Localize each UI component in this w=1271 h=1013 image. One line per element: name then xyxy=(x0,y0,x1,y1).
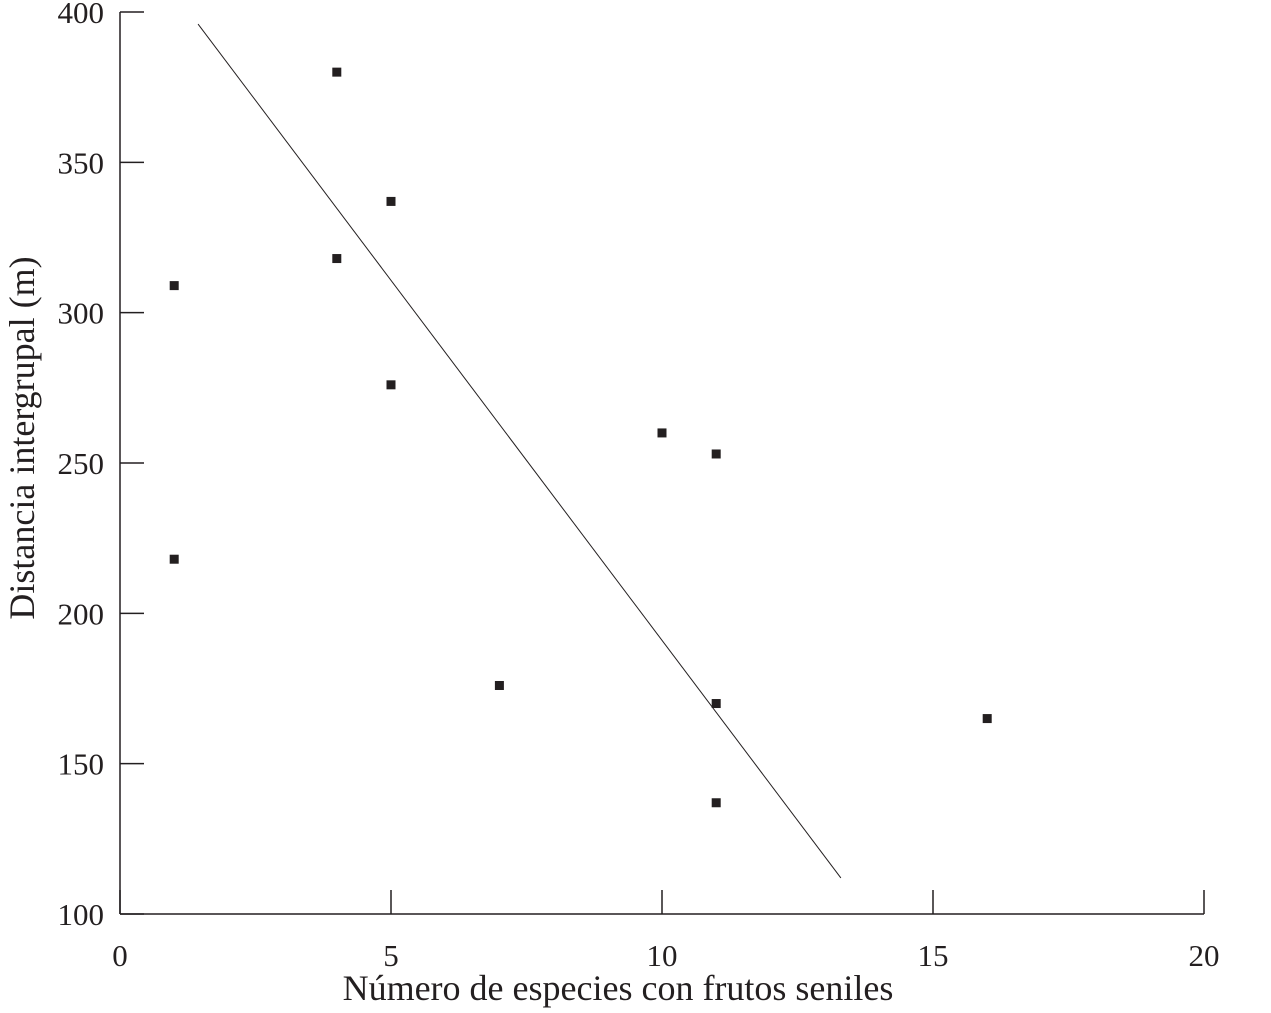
y-tick-label: 400 xyxy=(58,0,105,30)
point xyxy=(169,281,179,291)
point xyxy=(332,67,342,77)
x-tick-label: 10 xyxy=(647,938,678,973)
x-tick-label: 15 xyxy=(918,938,949,973)
point xyxy=(332,254,342,264)
y-tick-label: 350 xyxy=(58,145,105,180)
x-tick-label: 5 xyxy=(383,938,399,973)
x-tick-label: 0 xyxy=(112,938,128,973)
point xyxy=(657,428,667,438)
y-axis-label: Distancia intergrupal (m) xyxy=(2,256,42,619)
point xyxy=(711,798,721,808)
trend-line xyxy=(197,23,842,879)
y-tick-label: 300 xyxy=(58,296,105,331)
y-tick-label: 250 xyxy=(58,446,105,481)
point xyxy=(982,714,992,724)
point xyxy=(711,449,721,459)
y-tick-label: 150 xyxy=(58,747,105,782)
y-tick-label: 100 xyxy=(58,897,105,932)
point xyxy=(386,196,396,206)
x-axis-label: Número de especies con frutos seniles xyxy=(343,968,894,1008)
point xyxy=(711,699,721,709)
point xyxy=(169,554,179,564)
point xyxy=(386,380,396,390)
x-tick-label: 20 xyxy=(1189,938,1220,973)
point xyxy=(494,680,504,690)
y-tick-label: 200 xyxy=(58,596,105,631)
